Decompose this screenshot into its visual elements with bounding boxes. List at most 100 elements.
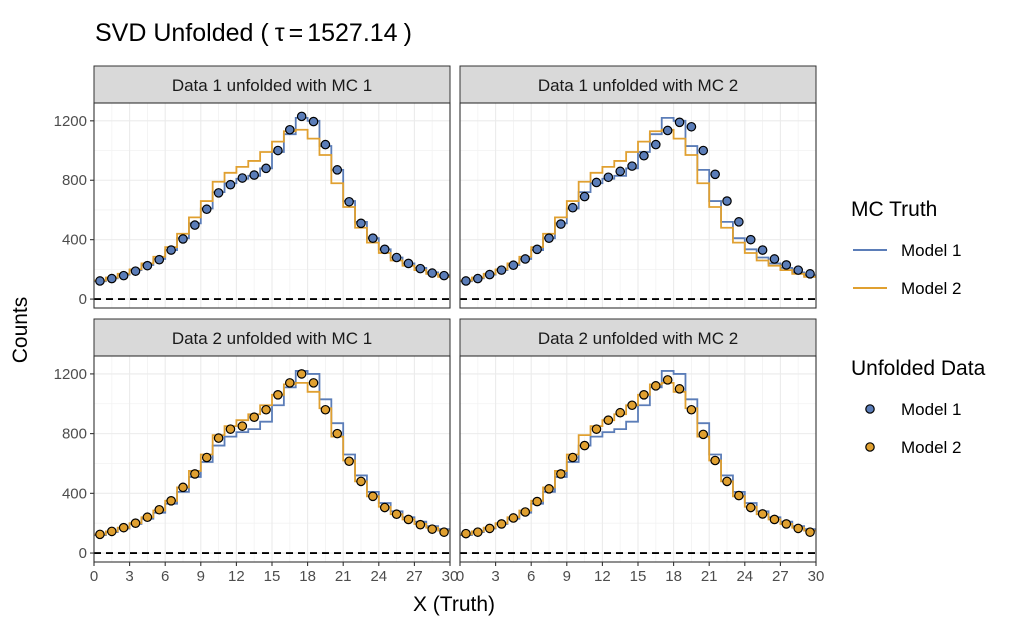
data-point (805, 269, 815, 279)
data-point (403, 258, 414, 269)
y-tick-label: 1200 (54, 366, 87, 383)
y-tick-label: 400 (62, 485, 87, 502)
data-point (698, 429, 709, 440)
x-tick-label: 3 (491, 568, 499, 585)
data-point (249, 170, 259, 180)
data-point (95, 276, 105, 286)
data-point (237, 421, 248, 431)
data-point (130, 266, 141, 276)
legend-truth-label: Model 2 (901, 279, 961, 298)
data-point (627, 161, 637, 171)
data-point (249, 412, 259, 423)
data-point (781, 519, 792, 529)
legend-title-mc-truth: MC Truth (851, 198, 937, 221)
data-point (439, 270, 449, 281)
data-point (154, 504, 165, 515)
data-point (710, 169, 720, 180)
x-tick-label: 27 (406, 568, 423, 585)
data-point (415, 263, 426, 274)
data-point (118, 270, 129, 281)
x-tick-label: 6 (161, 568, 169, 585)
data-point (427, 524, 437, 534)
data-point (722, 196, 732, 206)
data-point (591, 177, 602, 188)
data-point (427, 268, 437, 278)
data-point (296, 111, 307, 122)
x-tick-label: 21 (701, 568, 718, 585)
gridlines (459, 356, 817, 562)
data-point (461, 528, 471, 539)
data-point (344, 456, 354, 467)
data-point (166, 495, 176, 506)
facet-panels: Data 1 unfolded with MC 104008001200Data… (54, 65, 825, 585)
data-point (391, 509, 402, 520)
data-point (213, 188, 224, 198)
data-point (757, 245, 768, 255)
data-point (567, 452, 578, 463)
facet-panel-3: Data 2 unfolded with MC 1 0 400 800 1200 0 3 6 9… (54, 318, 459, 585)
x-tick-label: 18 (665, 568, 682, 585)
facet-strip-label: Data 1 unfolded with MC 2 (538, 76, 738, 95)
data-point (225, 424, 236, 434)
data-point (273, 145, 283, 156)
data-point (142, 512, 153, 523)
data-point (639, 150, 649, 161)
data-point (745, 234, 756, 245)
data-point (461, 276, 471, 286)
data-point (556, 469, 566, 479)
data-point (320, 404, 331, 415)
data-point (650, 381, 661, 391)
data-point (508, 260, 519, 271)
data-point (650, 139, 661, 150)
data-point (627, 400, 637, 411)
data-point (201, 452, 212, 463)
data-point (308, 116, 319, 127)
facet-strip-label: Data 2 unfolded with MC 2 (538, 329, 738, 348)
data-point (734, 217, 744, 227)
x-tick-label: 24 (370, 568, 387, 585)
x-tick-label: 12 (594, 568, 611, 585)
data-point (391, 252, 402, 263)
x-axis-title: X (Truth) (413, 593, 495, 616)
data-point (769, 254, 780, 264)
data-point (356, 218, 366, 229)
data-point (674, 117, 685, 128)
x-tick-label: 12 (228, 568, 245, 585)
x-tick-label: 15 (630, 568, 647, 585)
data-point (332, 428, 343, 439)
data-point (793, 523, 803, 534)
unfolded-data-points (95, 369, 449, 540)
x-tick-label: 30 (442, 568, 459, 585)
panel-border (459, 102, 817, 309)
data-point (662, 375, 673, 385)
truth-model2-step-line (94, 381, 450, 536)
title-equals: = (289, 19, 304, 47)
truth-model2-step-line (460, 381, 816, 536)
data-point (532, 244, 542, 255)
data-point (805, 527, 815, 537)
gridlines (459, 103, 817, 308)
data-point (757, 509, 768, 519)
facet-strip-label: Data 2 unfolded with MC 1 (172, 329, 372, 348)
data-point (781, 260, 792, 270)
facet-strip-label: Data 1 unfolded with MC 1 (172, 76, 372, 95)
data-point (261, 163, 271, 174)
y-axis-title: Counts (9, 297, 32, 364)
data-point (472, 527, 483, 537)
data-point (178, 482, 188, 493)
unfolded-data-points (461, 117, 815, 286)
data-point (190, 469, 200, 479)
title-value: 1527.14 (307, 19, 397, 47)
data-point (603, 172, 614, 183)
data-point (130, 518, 141, 528)
x-tick-label: 0 (90, 568, 98, 585)
x-tick-label: 30 (808, 568, 825, 585)
data-point (379, 244, 390, 255)
data-point (520, 254, 531, 264)
data-point (403, 514, 414, 525)
data-point (710, 455, 720, 466)
legend-title-unfolded-data: Unfolded Data (851, 357, 986, 380)
data-point (190, 220, 200, 230)
facet-panel-2: Data 1 unfolded with MC 2 (459, 65, 817, 309)
gridlines (93, 103, 451, 308)
